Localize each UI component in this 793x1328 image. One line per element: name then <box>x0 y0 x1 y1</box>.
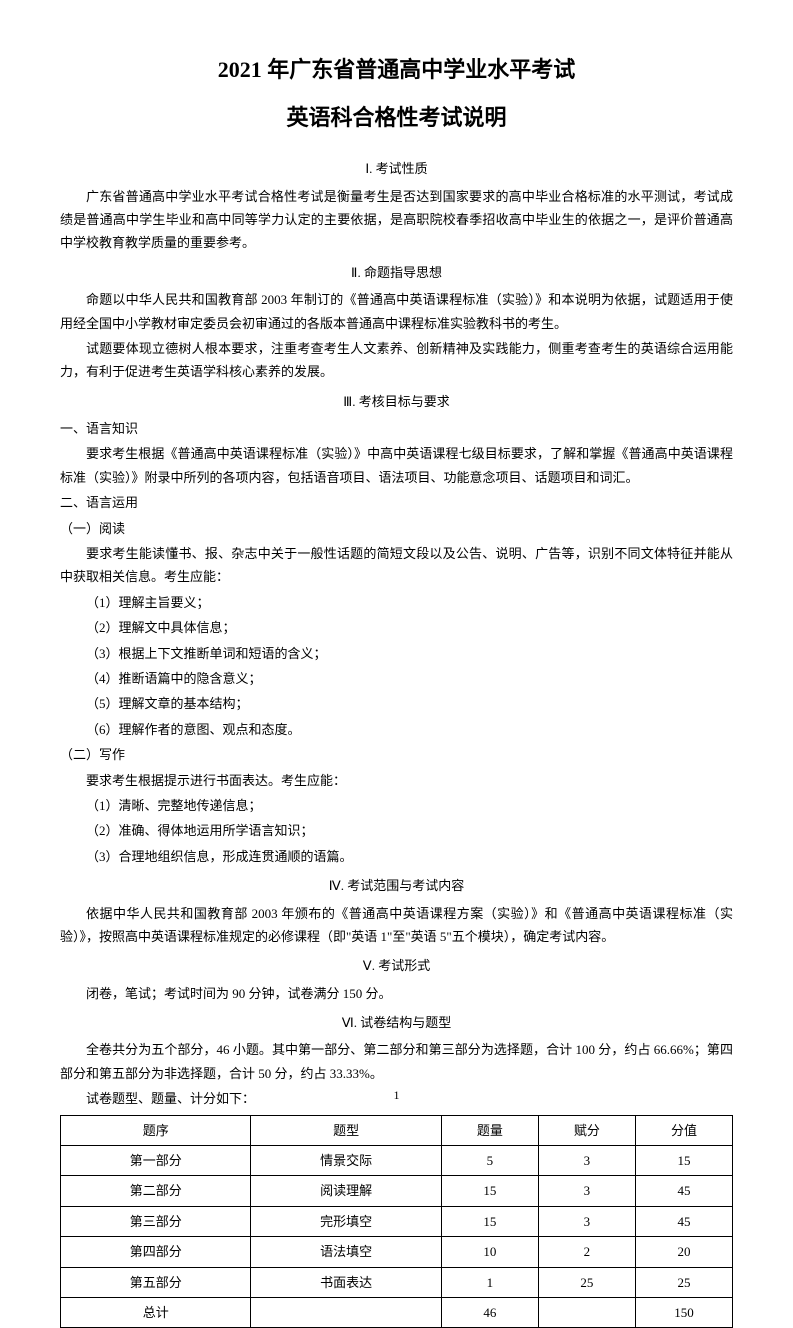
table-cell: 1 <box>441 1267 538 1297</box>
table-cell: 语法填空 <box>251 1237 441 1267</box>
table-cell: 情景交际 <box>251 1146 441 1176</box>
table-cell: 20 <box>635 1237 732 1267</box>
table-row: 第二部分 阅读理解 15 3 45 <box>61 1176 733 1206</box>
table-cell: 10 <box>441 1237 538 1267</box>
section3-h2: 二、语言运用 <box>60 491 733 514</box>
table-cell: 第二部分 <box>61 1176 251 1206</box>
page-number: 1 <box>394 1085 400 1107</box>
section3-l1: （1）理解主旨要义； <box>60 591 733 614</box>
table-cell: 45 <box>635 1206 732 1236</box>
table-cell: 15 <box>635 1146 732 1176</box>
section3-h2a: （一）阅读 <box>60 517 733 540</box>
section3-w2: （2）准确、得体地运用所学语言知识； <box>60 819 733 842</box>
table-header-cell: 分值 <box>635 1115 732 1145</box>
section4-header: Ⅳ. 考试范围与考试内容 <box>60 874 733 897</box>
table-cell: 总计 <box>61 1297 251 1327</box>
table-header-cell: 题序 <box>61 1115 251 1145</box>
section2-p1: 命题以中华人民共和国教育部 2003 年制订的《普通高中英语课程标准（实验）》和… <box>60 288 733 335</box>
table-header-cell: 题量 <box>441 1115 538 1145</box>
section3-w3: （3）合理地组织信息，形成连贯通顺的语篇。 <box>60 845 733 868</box>
table-cell: 45 <box>635 1176 732 1206</box>
section3-l6: （6）理解作者的意图、观点和态度。 <box>60 718 733 741</box>
section6-header: Ⅵ. 试卷结构与题型 <box>60 1011 733 1034</box>
table-row: 第五部分 书面表达 1 25 25 <box>61 1267 733 1297</box>
table-cell: 25 <box>635 1267 732 1297</box>
table-row: 第三部分 完形填空 15 3 45 <box>61 1206 733 1236</box>
table-cell: 25 <box>538 1267 635 1297</box>
table-cell: 第一部分 <box>61 1146 251 1176</box>
section3-header: Ⅲ. 考核目标与要求 <box>60 390 733 413</box>
table-cell: 第三部分 <box>61 1206 251 1236</box>
table-cell <box>251 1297 441 1327</box>
section2-p2: 试题要体现立德树人根本要求，注重考查考生人文素养、创新精神及实践能力，侧重考查考… <box>60 337 733 384</box>
table-header-row: 题序 题型 题量 赋分 分值 <box>61 1115 733 1145</box>
section3-p3: 要求考生根据提示进行书面表达。考生应能： <box>60 769 733 792</box>
table-cell: 3 <box>538 1146 635 1176</box>
section3-l2: （2）理解文中具体信息； <box>60 616 733 639</box>
table-cell: 150 <box>635 1297 732 1327</box>
table-cell: 第五部分 <box>61 1267 251 1297</box>
title-line2: 英语科合格性考试说明 <box>60 98 733 138</box>
table-cell: 3 <box>538 1206 635 1236</box>
section3-l4: （4）推断语篇中的隐含意义； <box>60 667 733 690</box>
table-cell <box>538 1297 635 1327</box>
section3-h1: 一、语言知识 <box>60 417 733 440</box>
section5-header: Ⅴ. 考试形式 <box>60 954 733 977</box>
table-cell: 46 <box>441 1297 538 1327</box>
section5-p1: 闭卷，笔试；考试时间为 90 分钟，试卷满分 150 分。 <box>60 982 733 1005</box>
table-cell: 15 <box>441 1206 538 1236</box>
table-cell: 3 <box>538 1176 635 1206</box>
table-cell: 15 <box>441 1176 538 1206</box>
section3-p1: 要求考生根据《普通高中英语课程标准（实验）》中高中英语课程七级目标要求，了解和掌… <box>60 442 733 489</box>
table-cell: 2 <box>538 1237 635 1267</box>
section3-h2b: （二）写作 <box>60 743 733 766</box>
table-row: 第四部分 语法填空 10 2 20 <box>61 1237 733 1267</box>
table-row: 第一部分 情景交际 5 3 15 <box>61 1146 733 1176</box>
table-header-cell: 题型 <box>251 1115 441 1145</box>
exam-structure-table: 题序 题型 题量 赋分 分值 第一部分 情景交际 5 3 15 第二部分 阅读理… <box>60 1115 733 1328</box>
table-cell: 阅读理解 <box>251 1176 441 1206</box>
table-header-cell: 赋分 <box>538 1115 635 1145</box>
section2-header: Ⅱ. 命题指导思想 <box>60 261 733 284</box>
table-cell: 完形填空 <box>251 1206 441 1236</box>
table-row-total: 总计 46 150 <box>61 1297 733 1327</box>
table-cell: 书面表达 <box>251 1267 441 1297</box>
section3-l3: （3）根据上下文推断单词和短语的含义； <box>60 642 733 665</box>
title-line1: 2021 年广东省普通高中学业水平考试 <box>60 50 733 90</box>
section3-w1: （1）清晰、完整地传递信息； <box>60 794 733 817</box>
section1-p1: 广东省普通高中学业水平考试合格性考试是衡量考生是否达到国家要求的高中毕业合格标准… <box>60 185 733 255</box>
section6-p1: 全卷共分为五个部分，46 小题。其中第一部分、第二部分和第三部分为选择题，合计 … <box>60 1038 733 1085</box>
section1-header: Ⅰ. 考试性质 <box>60 157 733 180</box>
table-cell: 第四部分 <box>61 1237 251 1267</box>
section3-p2: 要求考生能读懂书、报、杂志中关于一般性话题的简短文段以及公告、说明、广告等，识别… <box>60 542 733 589</box>
section4-p1: 依据中华人民共和国教育部 2003 年颁布的《普通高中英语课程方案（实验）》和《… <box>60 902 733 949</box>
section3-l5: （5）理解文章的基本结构； <box>60 692 733 715</box>
table-cell: 5 <box>441 1146 538 1176</box>
